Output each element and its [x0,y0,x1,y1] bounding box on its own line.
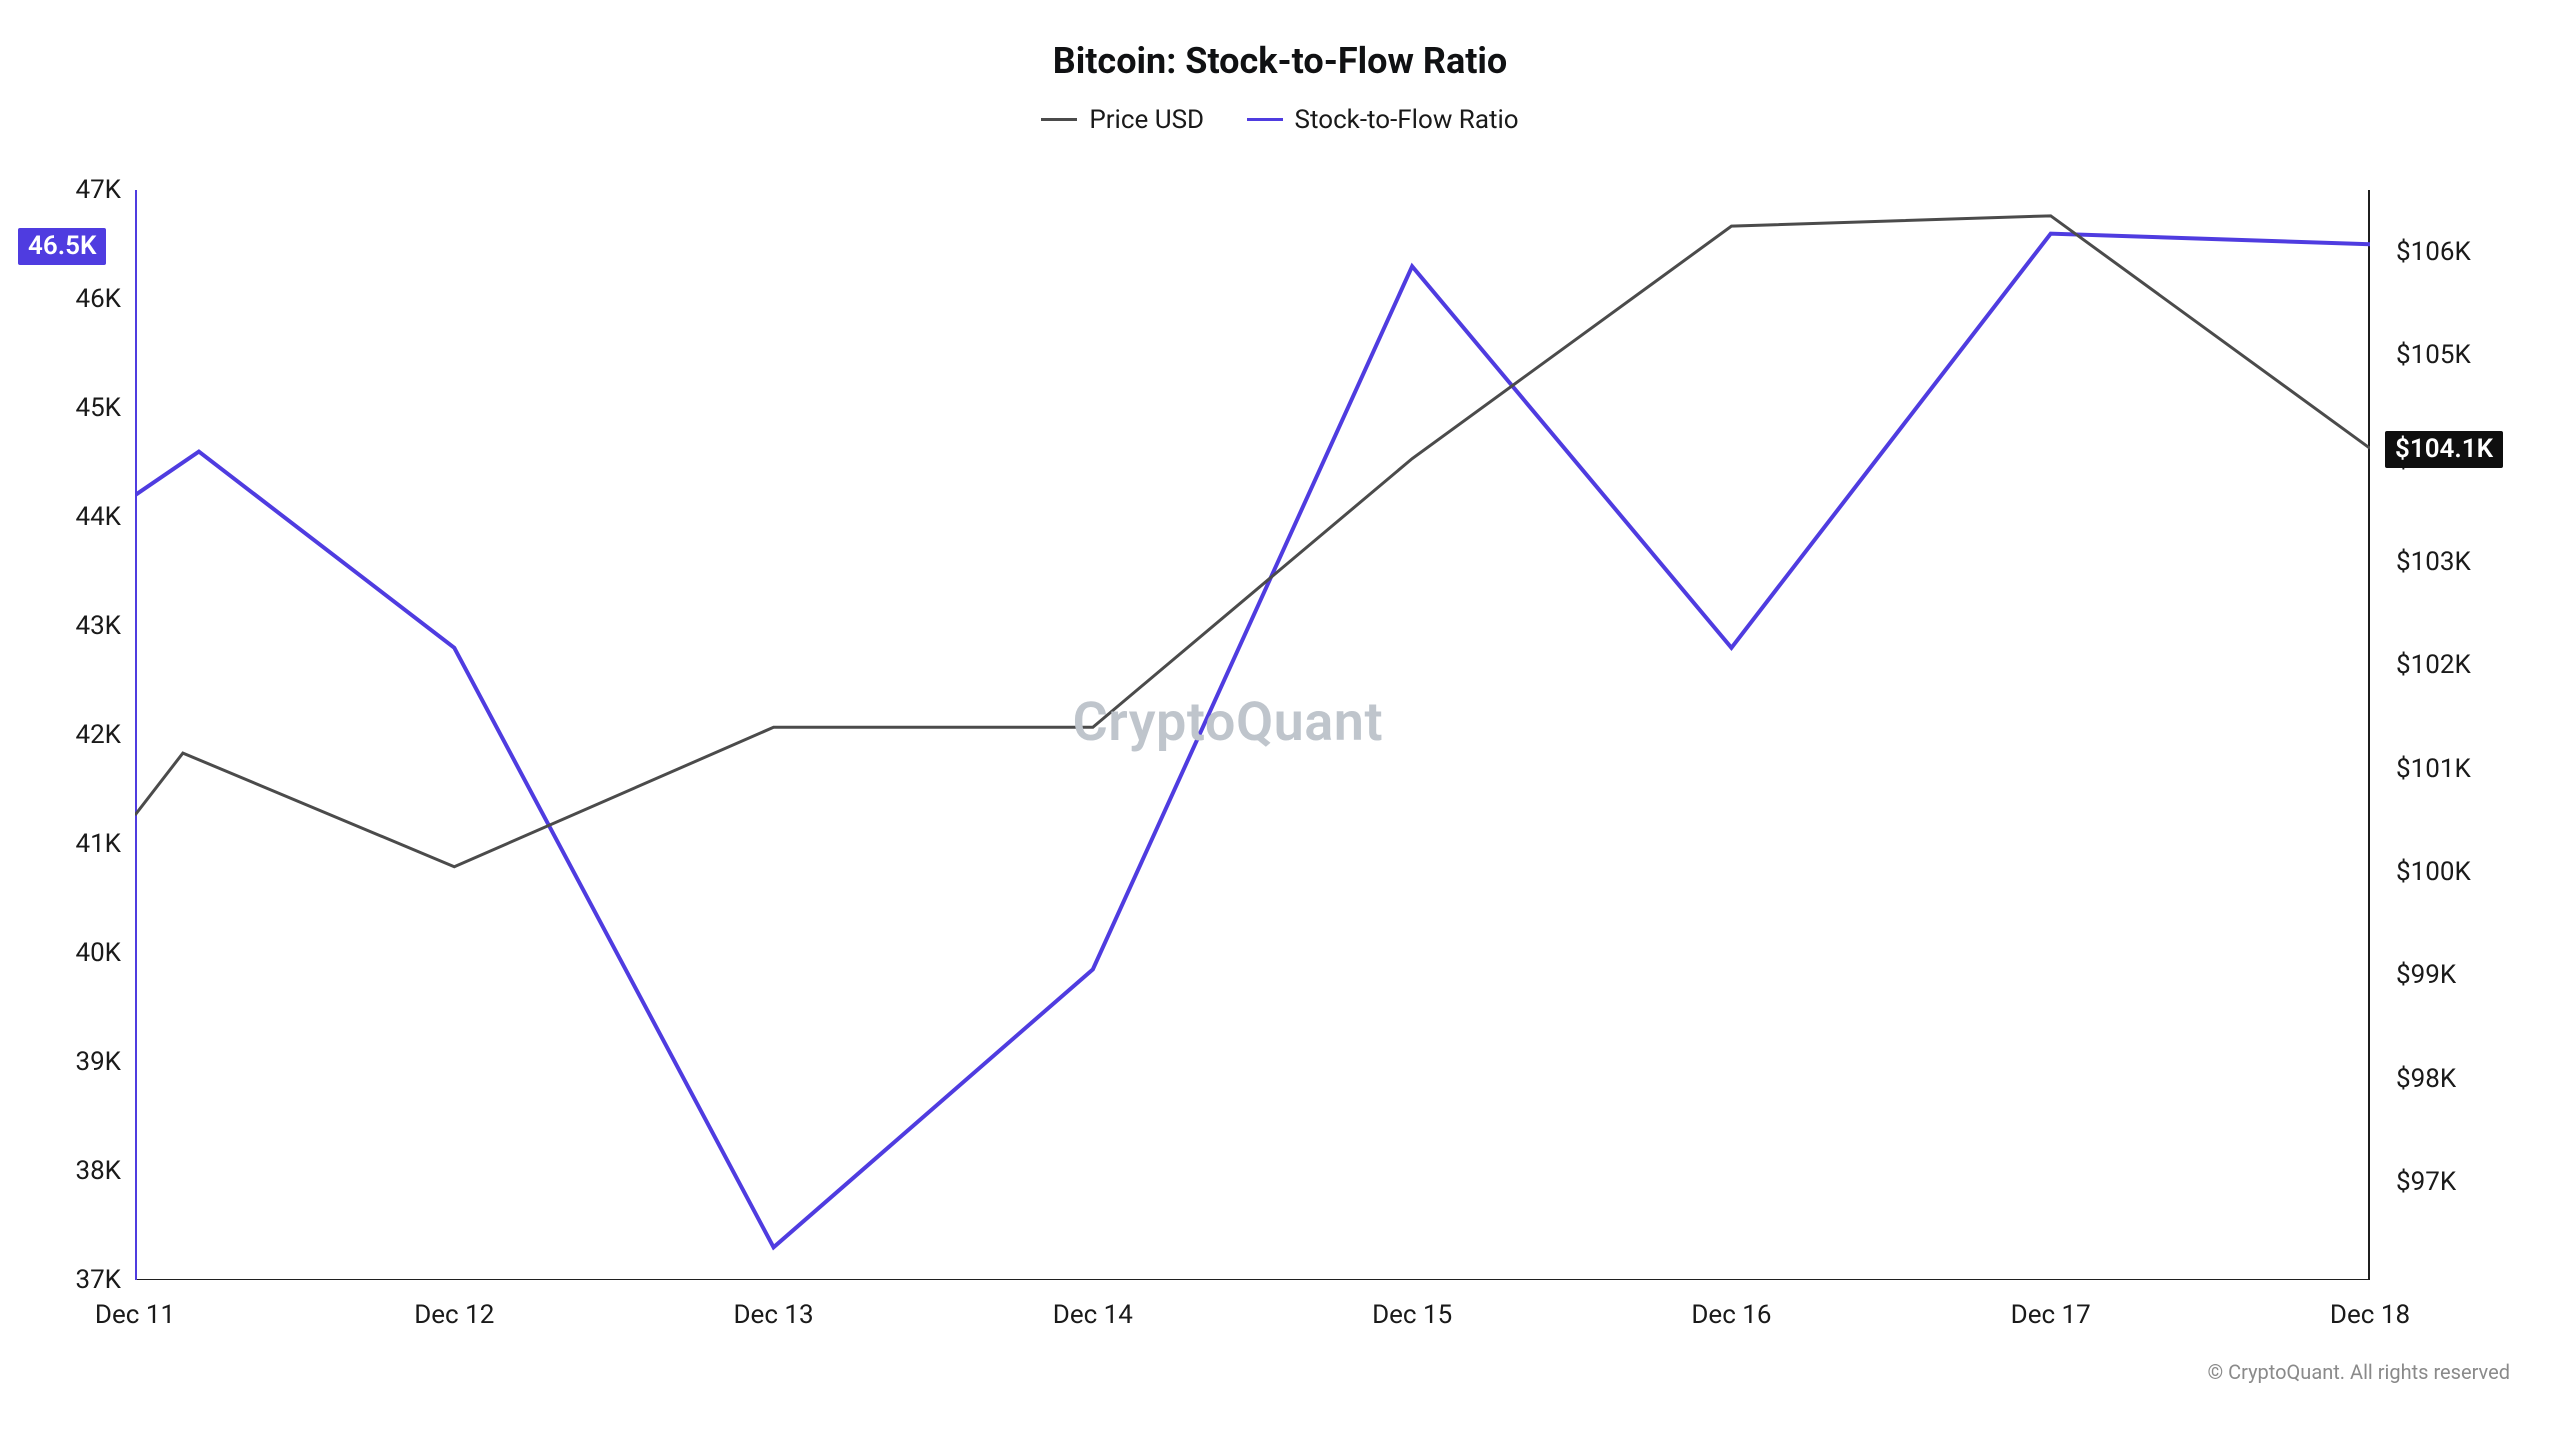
x-tick: Dec 17 [2011,1300,2091,1330]
y-left-tick: 44K [75,502,121,532]
legend-swatch-price [1041,118,1077,121]
legend-item-price[interactable]: Price USD [1041,105,1204,135]
legend-label-s2f: Stock-to-Flow Ratio [1295,105,1519,135]
y-left-tick: 46K [75,284,121,314]
legend-item-s2f[interactable]: Stock-to-Flow Ratio [1247,105,1519,135]
y-left-tick: 37K [75,1265,121,1295]
y-left-tick: 45K [75,393,121,423]
y-right-tick: $102K [2396,650,2471,680]
y-left-tick: 47K [75,175,121,205]
x-tick: Dec 15 [1372,1300,1452,1330]
chart-title: Bitcoin: Stock-to-Flow Ratio [0,40,2560,82]
y-left-tick: 39K [75,1047,121,1077]
y-right-tick: $101K [2396,754,2471,784]
footer-copyright: © CryptoQuant. All rights reserved [2207,1360,2510,1384]
y-left-tick: 40K [75,938,121,968]
plot-svg [135,190,2370,1280]
x-tick: Dec 12 [414,1300,494,1330]
y-left-tick: 38K [75,1156,121,1186]
legend-swatch-s2f [1247,118,1283,121]
x-tick: Dec 13 [733,1300,813,1330]
x-tick: Dec 18 [2330,1300,2410,1330]
x-tick: Dec 11 [95,1300,175,1330]
y-right-value-badge: $104.1K [2385,431,2503,468]
y-right-tick: $100K [2396,857,2471,887]
legend-label-price: Price USD [1089,105,1204,135]
plot-area[interactable] [135,190,2370,1280]
x-tick: Dec 14 [1053,1300,1133,1330]
y-left-tick: 41K [75,829,121,859]
y-left-tick: 43K [75,611,121,641]
y-left-value-badge: 46.5K [18,228,106,265]
y-right-tick: $105K [2396,340,2471,370]
y-right-tick: $97K [2396,1167,2456,1197]
y-left-tick: 42K [75,720,121,750]
chart-container: Bitcoin: Stock-to-Flow Ratio Price USD S… [0,0,2560,1440]
y-right-tick: $106K [2396,237,2471,267]
y-right-tick: $103K [2396,547,2471,577]
x-tick: Dec 16 [1691,1300,1771,1330]
y-right-tick: $99K [2396,960,2456,990]
y-right-tick: $98K [2396,1064,2456,1094]
chart-legend: Price USD Stock-to-Flow Ratio [0,98,2560,135]
